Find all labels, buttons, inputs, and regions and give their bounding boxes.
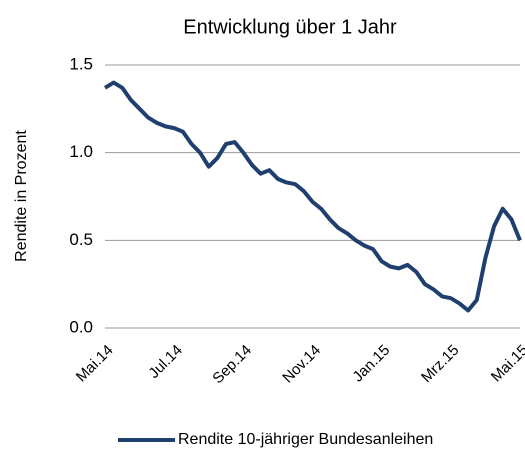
chart-title: Entwicklung über 1 Jahr [183, 16, 397, 38]
x-tick-label: Nov.14 [279, 342, 324, 387]
x-tick-label: Jan.15 [349, 342, 393, 386]
y-tick-label: 1.5 [69, 54, 93, 73]
x-tick-label: Mai.14 [73, 342, 117, 386]
y-axis-label: Rendite in Prozent [13, 130, 30, 262]
x-tick-label: Mrz.15 [418, 342, 462, 386]
data-line [103, 80, 522, 313]
y-tick-label: 1.0 [69, 142, 93, 161]
legend-label: Rendite 10-jähriger Bundesanleihen [178, 431, 433, 448]
x-tick-label: Jul.14 [145, 342, 185, 382]
y-tick-label: 0.5 [69, 230, 93, 249]
x-tick-label: Sep.14 [209, 342, 255, 388]
y-tick-label: 0.0 [69, 317, 93, 336]
x-tick-label: Mai.15 [488, 342, 525, 386]
